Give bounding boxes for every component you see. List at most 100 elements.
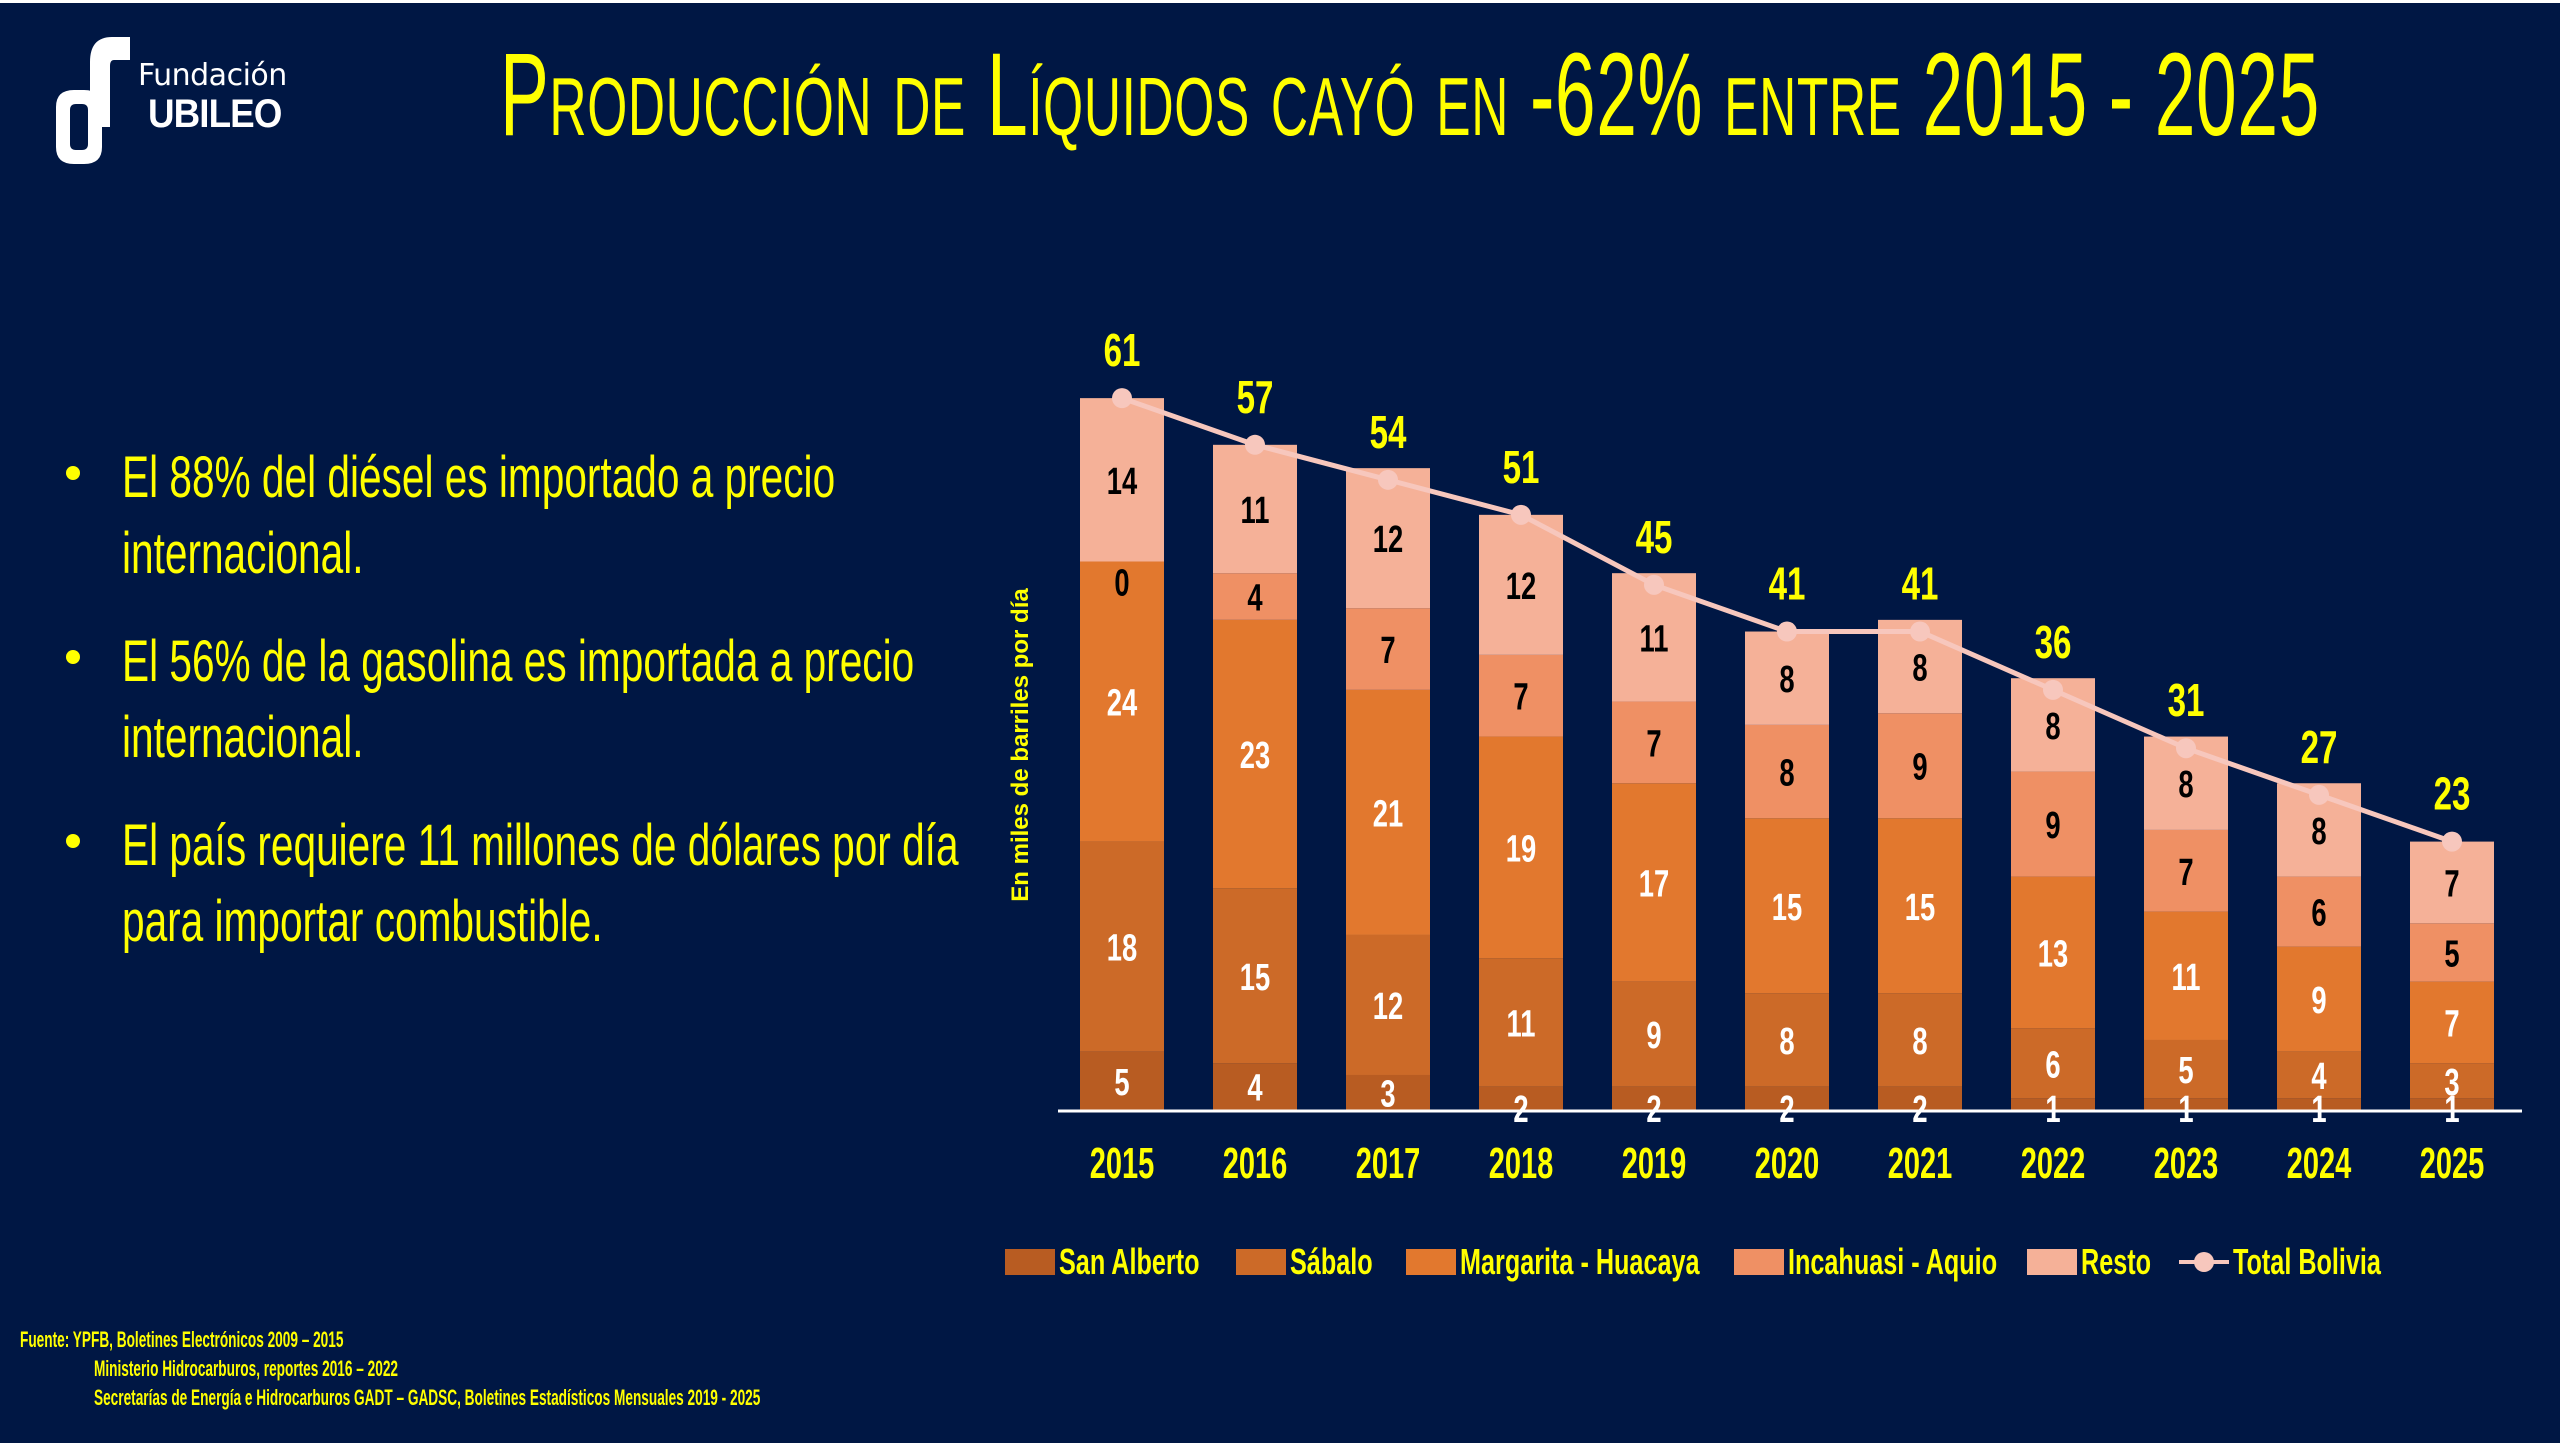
legend-item-total-bolivia: Total Bolivia	[2178, 1241, 2444, 1283]
total-point	[2043, 679, 2063, 700]
bar-segment-2-2019	[1612, 783, 1696, 982]
source-line: Fuente: YPFB, Boletines Electrónicos 200…	[20, 1327, 344, 1352]
segment-label: 7	[1646, 723, 1661, 765]
segment-label: 15	[1905, 886, 1935, 928]
y-axis-label: En miles de barriles por día	[1007, 588, 1034, 902]
bar-segment-3-2024	[2277, 876, 2361, 947]
segment-label: 7	[1513, 676, 1528, 718]
bar-segment-1-2015	[1080, 841, 1164, 1052]
legend-swatch	[1235, 1249, 1286, 1275]
segment-label: 4	[1247, 1067, 1263, 1109]
bar-segment-1-2020	[1745, 993, 1829, 1087]
legend-item-incahuasi-aquio: Incahuasi - Aquio	[1733, 1241, 2087, 1283]
bar-segment-0-2025	[2410, 1098, 2494, 1110]
chart-legend: San Alberto Sábalo Margarita - Huacaya I…	[1005, 1241, 2460, 1283]
x-tick-label: 2023	[2154, 1138, 2219, 1188]
segment-label: 0	[1114, 562, 1129, 604]
total-label: 31	[2168, 676, 2205, 726]
total-point	[2309, 784, 2329, 805]
legend-label: Resto	[2080, 1241, 2151, 1282]
bar-segment-1-2022	[2011, 1028, 2095, 1099]
x-tick-label: 2018	[1489, 1138, 1554, 1188]
total-label: 36	[2035, 618, 2072, 668]
total-point	[1511, 504, 1531, 525]
legend-label: Incahuasi - Aquio	[1787, 1241, 1997, 1282]
total-line-layer: 61 57 54 51 45 41 41 36 31 27 23	[1104, 326, 2471, 852]
x-tick-label: 2016	[1223, 1138, 1288, 1188]
segment-label: 17	[1639, 863, 1669, 905]
total-point	[1112, 388, 1132, 409]
legend-item-san-alberto: San Alberto	[1005, 1241, 1260, 1283]
bar-segment-1-2018	[1479, 958, 1563, 1087]
segment-label: 6	[2045, 1044, 2060, 1086]
segment-label: 4	[1247, 577, 1263, 619]
total-label: 61	[1104, 326, 1141, 376]
segment-label: 1	[2045, 1089, 2060, 1131]
total-point	[1644, 574, 1664, 595]
source-line: Ministerio Hidrocarburos, reportes 2016 …	[94, 1356, 398, 1381]
segment-label: 8	[1912, 647, 1927, 689]
bullet-dot-icon	[66, 650, 80, 664]
legend-label: Sábalo	[1289, 1241, 1373, 1282]
bar-segment-2-2022	[2011, 876, 2095, 1029]
bullet-item: El 88% del diésel es importado a precio …	[60, 440, 960, 592]
segment-label: 14	[1107, 461, 1138, 503]
legend-swatch	[1005, 1249, 1055, 1275]
total-point	[1378, 469, 1398, 490]
total-label: 27	[2301, 723, 2338, 773]
fundacion-jubileo-logo: Fundación UBILEO	[50, 32, 320, 167]
total-label: 23	[2434, 769, 2471, 819]
bullet-text: El país requiere 11 millones de dólares …	[122, 813, 959, 954]
top-border	[0, 0, 2560, 3]
bar-segment-0-2019	[1612, 1086, 1696, 1110]
bar-segment-3-2025	[2410, 923, 2494, 982]
segment-label: 18	[1107, 927, 1137, 969]
segment-label: 11	[1640, 618, 1669, 660]
segment-label: 6	[2311, 892, 2326, 934]
bar-segment-4-2018	[1479, 514, 1563, 655]
bar-segment-4-2025	[2410, 841, 2494, 924]
x-tick-label: 2025	[2420, 1138, 2485, 1188]
total-label: 51	[1503, 443, 1540, 493]
legend-label: San Alberto	[1059, 1241, 1200, 1282]
bar-segment-0-2015	[1080, 1051, 1164, 1110]
bullet-dot-icon	[66, 834, 80, 848]
segment-label: 9	[1912, 746, 1927, 788]
bar-segment-2-2017	[1346, 689, 1430, 935]
total-label: 41	[1902, 559, 1939, 609]
total-label: 45	[1636, 513, 1673, 563]
segment-label: 3	[2444, 1062, 2459, 1104]
bar-segment-0-2021	[1878, 1086, 1962, 1110]
bar-segment-0-2023	[2144, 1098, 2228, 1110]
bar-segment-1-2023	[2144, 1039, 2228, 1099]
x-tick-label: 2017	[1356, 1138, 1421, 1188]
bar-segment-1-2025	[2410, 1063, 2494, 1099]
logo-line-jubileo: UBILEO	[148, 92, 282, 136]
legend-swatch	[1405, 1249, 1456, 1275]
legend-line-marker-icon	[2178, 1249, 2229, 1275]
bar-segment-3-2023	[2144, 829, 2228, 912]
segment-label: 8	[2178, 764, 2193, 806]
segment-label: 23	[1240, 735, 1270, 777]
total-label: 41	[1769, 559, 1806, 609]
segment-label: 19	[1506, 828, 1536, 870]
segment-label: 12	[1373, 519, 1403, 561]
legend-item-sabalo: Sábalo	[1235, 1241, 1408, 1283]
bullet-dot-icon	[66, 466, 80, 480]
total-label: 57	[1237, 373, 1274, 423]
x-tick-label: 2015	[1090, 1138, 1155, 1188]
bar-segment-2-2018	[1479, 736, 1563, 959]
x-tick-label: 2021	[1888, 1138, 1953, 1188]
segment-label: 1	[2444, 1089, 2459, 1131]
bar-segment-1-2021	[1878, 993, 1962, 1087]
segment-label: 7	[2444, 1003, 2459, 1045]
segment-label: 1	[2178, 1089, 2193, 1131]
segment-labels-layer: 5182401441523411312217122111971229177112…	[1107, 461, 2460, 1132]
bar-segment-2-2023	[2144, 911, 2228, 1040]
segment-label: 7	[1380, 630, 1395, 672]
segment-label: 2	[1912, 1089, 1927, 1131]
segment-label: 4	[2311, 1056, 2327, 1098]
segment-label: 2	[1513, 1089, 1528, 1131]
segment-label: 8	[1779, 659, 1794, 701]
